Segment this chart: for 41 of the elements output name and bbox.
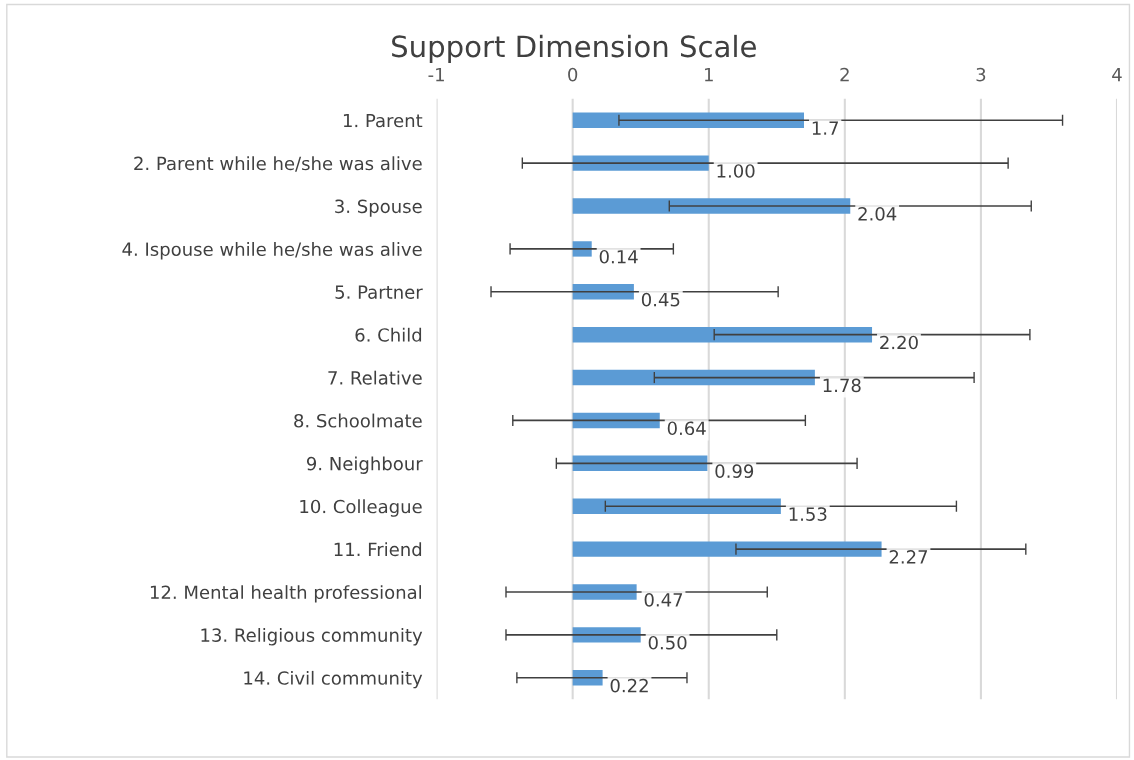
x-tick-label: 4 (1112, 67, 1122, 82)
y-tick-label: 9. Neighbour (306, 456, 423, 474)
bar (572, 112, 805, 128)
data-label: 1.78 (823, 378, 861, 393)
x-tick-label: 1 (704, 67, 713, 82)
data-label: 0.45 (641, 292, 680, 307)
bar (572, 369, 815, 386)
x-tick-label: 2 (840, 67, 849, 82)
data-label: 0.99 (715, 464, 754, 478)
data-label: 0.50 (648, 635, 687, 650)
y-tick-label: 4. Ispouse while he/she was alive (122, 242, 422, 260)
y-tick-label: 7. Relative (328, 370, 422, 385)
y-tick-label: 13. Religious community (201, 628, 423, 646)
y-tick-label: 5. Partner (335, 285, 423, 299)
y-tick-label: 11. Friend (334, 542, 422, 557)
y-tick-label: 3. Spouse (335, 199, 422, 217)
y-tick-label: 14. Civil community (244, 670, 423, 689)
data-label: 1.00 (717, 164, 755, 178)
data-label: 2.04 (858, 207, 897, 221)
data-label: 0.22 (610, 678, 648, 693)
chart-title: Support Dimension Scale (392, 34, 756, 64)
y-tick-label: 2. Parent while he/she was alive (134, 156, 422, 172)
x-tick-label: 3 (976, 67, 986, 82)
y-tick-label: 6. Child (355, 327, 422, 342)
x-tick-label: -1 (428, 67, 444, 82)
data-label: 0.64 (667, 421, 706, 436)
x-tick-label: 0 (568, 67, 578, 82)
y-tick-label: 8. Schoolmate (294, 413, 422, 428)
y-tick-label: 12. Mental health professional (150, 585, 422, 603)
bar (572, 198, 851, 214)
data-label: 0.14 (599, 249, 638, 264)
data-label: 0.47 (644, 593, 683, 607)
data-label: 2.20 (880, 335, 918, 350)
y-tick-label: 1. Parent (343, 113, 423, 128)
data-label: 1.7 (812, 121, 838, 135)
y-tick-label: 10. Colleague (300, 499, 422, 517)
bar (572, 326, 873, 343)
data-label: 1.53 (789, 507, 827, 521)
bar (572, 541, 882, 557)
bar (572, 412, 660, 429)
data-label: 2.27 (889, 550, 928, 564)
